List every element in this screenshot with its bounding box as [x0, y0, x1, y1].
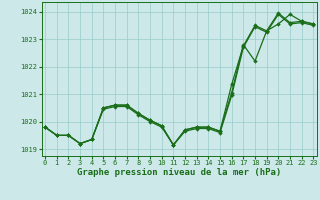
X-axis label: Graphe pression niveau de la mer (hPa): Graphe pression niveau de la mer (hPa): [77, 168, 281, 177]
